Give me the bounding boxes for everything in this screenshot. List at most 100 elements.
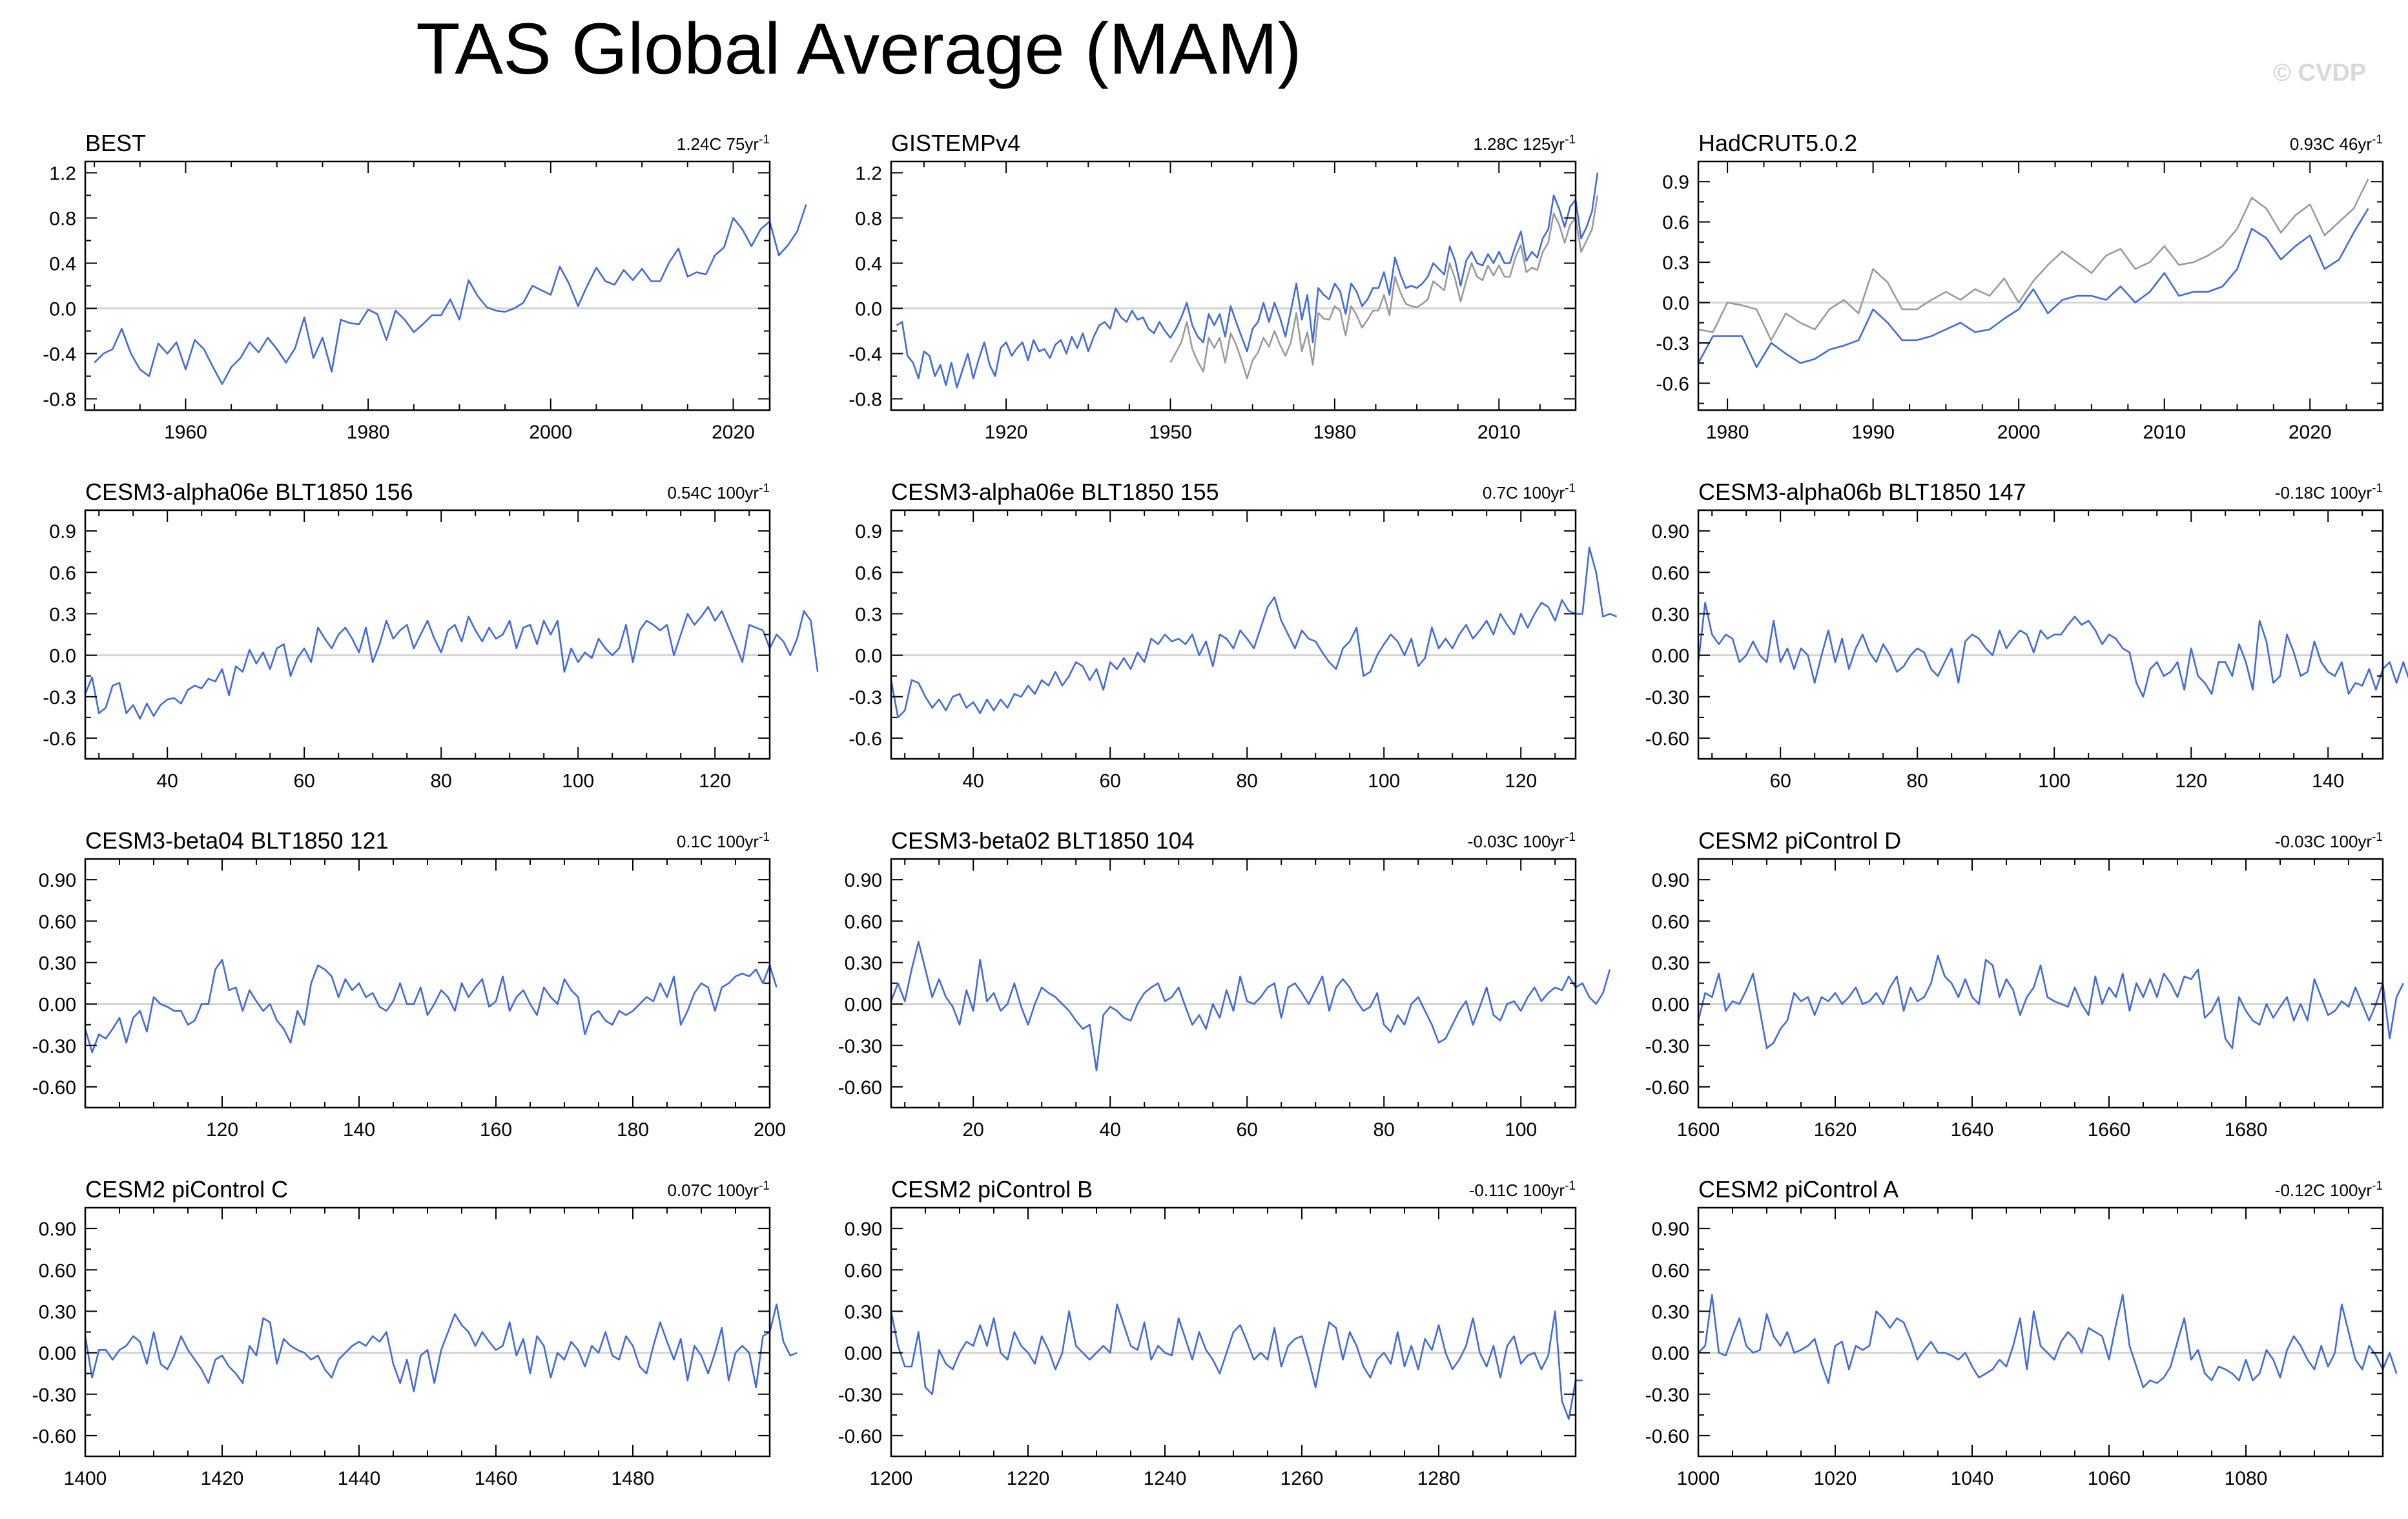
y-tick-label: 0.0 (855, 299, 882, 320)
series-line-obs (1698, 178, 2369, 342)
chart-panel: 20 40 60 80 100 -0.60 -0.30 0.00 0.30 0.60 0.90 CES… (838, 827, 1611, 1141)
panel-title: CESM3-alpha06e BLT1850 155 (891, 479, 1219, 505)
x-tick-label: 1620 (1814, 1119, 1857, 1141)
y-tick-label: -0.4 (43, 344, 76, 366)
plot-frame (890, 509, 1577, 760)
y-tick-label: 0.00 (1652, 1343, 1689, 1365)
y-tick-label: 0.60 (39, 1260, 76, 1281)
chart-panel: 1000 1020 1040 1060 1080 -0.60 -0.30 0.00 0.30 0.… (1645, 1176, 2398, 1489)
y-tick-label: -0.60 (1645, 1077, 1689, 1099)
y-tick-label: -0.30 (32, 1036, 76, 1057)
y-tick-label: 0.9 (49, 521, 76, 542)
x-tick-label: 100 (562, 770, 594, 792)
y-tick-label: 0.60 (39, 911, 76, 933)
panel-title: CESM2 piControl D (1698, 827, 1901, 854)
x-tick-label: 1950 (1149, 422, 1192, 443)
y-tick-label: -0.60 (838, 1426, 882, 1447)
y-tick-label: -0.3 (43, 687, 76, 708)
y-tick-label: -0.30 (1645, 1036, 1689, 1057)
y-tick-label: 0.60 (845, 911, 882, 933)
y-tick-label: 0.90 (1652, 870, 1689, 891)
plot-frame (890, 858, 1577, 1109)
x-tick-label: 1220 (1007, 1468, 1050, 1489)
x-tick-label: 120 (206, 1119, 238, 1141)
series-line-model (84, 958, 777, 1053)
y-tick-label: 0.4 (855, 254, 882, 275)
x-tick-label: 1990 (1851, 422, 1895, 443)
trend-label: -0.03C 100yr-1 (1468, 831, 1576, 851)
panel-title: BEST (85, 130, 146, 156)
x-tick-label: 100 (1505, 1119, 1537, 1141)
y-tick-label: 0.90 (1652, 521, 1689, 542)
y-tick-label: 0.90 (39, 1219, 76, 1240)
x-tick-label: 1680 (2225, 1119, 2268, 1141)
y-tick-label: 0.4 (49, 254, 76, 275)
trend-exponent: -1 (2372, 831, 2383, 844)
trend-label: -0.11C 100yr-1 (1469, 1179, 1576, 1200)
x-tick-label: 1980 (1313, 422, 1357, 443)
x-tick-label: 1960 (164, 422, 207, 443)
x-tick-label: 60 (1770, 770, 1791, 792)
y-tick-label: 0.30 (39, 953, 76, 974)
y-tick-label: 0.60 (1652, 563, 1689, 584)
x-tick-label: 120 (699, 770, 731, 792)
chart-panel: 1980 1990 2000 2010 2020 -0.6 -0.3 0.0 0.3 0.6 0.9… (1656, 130, 2384, 443)
x-tick-label: 1040 (1951, 1468, 1994, 1489)
y-tick-label: -0.30 (32, 1385, 76, 1406)
y-tick-label: -0.8 (849, 389, 882, 411)
watermark-logo: © CVDP (2273, 59, 2367, 87)
plot-frame (1697, 160, 2384, 411)
y-tick-label: 0.9 (855, 521, 882, 542)
y-tick-label: 0.30 (845, 1301, 882, 1323)
plot-frame (84, 160, 771, 411)
plot-frame (84, 1206, 771, 1458)
x-tick-label: 1660 (2088, 1119, 2131, 1141)
trend-exponent: -1 (1565, 831, 1576, 844)
y-tick-label: 0.0 (1662, 293, 1689, 315)
trend-label: 1.28C 125yr-1 (1473, 133, 1576, 154)
y-tick-label: 0.0 (49, 299, 76, 320)
x-tick-label: 1080 (2225, 1468, 2268, 1489)
x-tick-label: 80 (1907, 770, 1928, 792)
trend-exponent: -1 (759, 831, 770, 844)
x-tick-label: 20 (963, 1119, 984, 1141)
y-tick-label: -0.30 (838, 1036, 882, 1057)
y-tick-label: 0.3 (855, 604, 882, 625)
trend-exponent: -1 (2372, 133, 2383, 147)
y-tick-label: 0.8 (855, 209, 882, 230)
y-tick-label: -0.6 (43, 728, 76, 750)
y-tick-label: 0.3 (49, 604, 76, 625)
y-tick-label: 1.2 (49, 163, 76, 185)
y-tick-label: -0.6 (1656, 373, 1689, 395)
x-tick-label: 1260 (1281, 1468, 1324, 1489)
trend-exponent: -1 (759, 133, 770, 147)
plot-frame (1697, 1206, 2384, 1458)
series-line-model (94, 204, 807, 386)
x-tick-label: 40 (963, 770, 984, 792)
series-line-model (890, 1303, 1583, 1420)
plot-frame (84, 509, 771, 760)
x-tick-label: 1480 (612, 1468, 655, 1489)
y-tick-label: -0.30 (1645, 687, 1689, 708)
chart-panel: 60 80 100 120 140 -0.60 -0.30 0.00 0.30 0.60 0.90 C… (1645, 479, 2408, 792)
series-line-model (890, 546, 1618, 719)
series-line-obs (1169, 195, 1599, 380)
trend-exponent: -1 (1565, 1179, 1576, 1193)
x-tick-label: 140 (343, 1119, 375, 1141)
panel-title: CESM3-alpha06e BLT1850 156 (85, 479, 413, 505)
y-tick-label: 0.30 (845, 953, 882, 974)
y-tick-label: 0.9 (1662, 172, 1689, 193)
x-tick-label: 1440 (338, 1468, 381, 1489)
x-tick-label: 2020 (2289, 422, 2332, 443)
y-tick-label: 0.6 (855, 563, 882, 584)
trend-exponent: -1 (1565, 133, 1576, 147)
chart-panel: 1600 1620 1640 1660 1680 -0.60 -0.30 0.00 0.30 0.… (1645, 827, 2404, 1141)
y-tick-label: -0.6 (849, 728, 882, 750)
x-tick-label: 1420 (201, 1468, 244, 1489)
chart-panel: 1200 1220 1240 1260 1280 -0.60 -0.30 0.00 0.30 0.… (838, 1176, 1583, 1489)
x-tick-label: 1920 (985, 422, 1028, 443)
y-tick-label: 0.90 (845, 1219, 882, 1240)
y-tick-label: -0.30 (1645, 1385, 1689, 1406)
y-tick-label: 0.60 (845, 1260, 882, 1281)
panel-title: CESM3-beta02 BLT1850 104 (891, 827, 1195, 854)
